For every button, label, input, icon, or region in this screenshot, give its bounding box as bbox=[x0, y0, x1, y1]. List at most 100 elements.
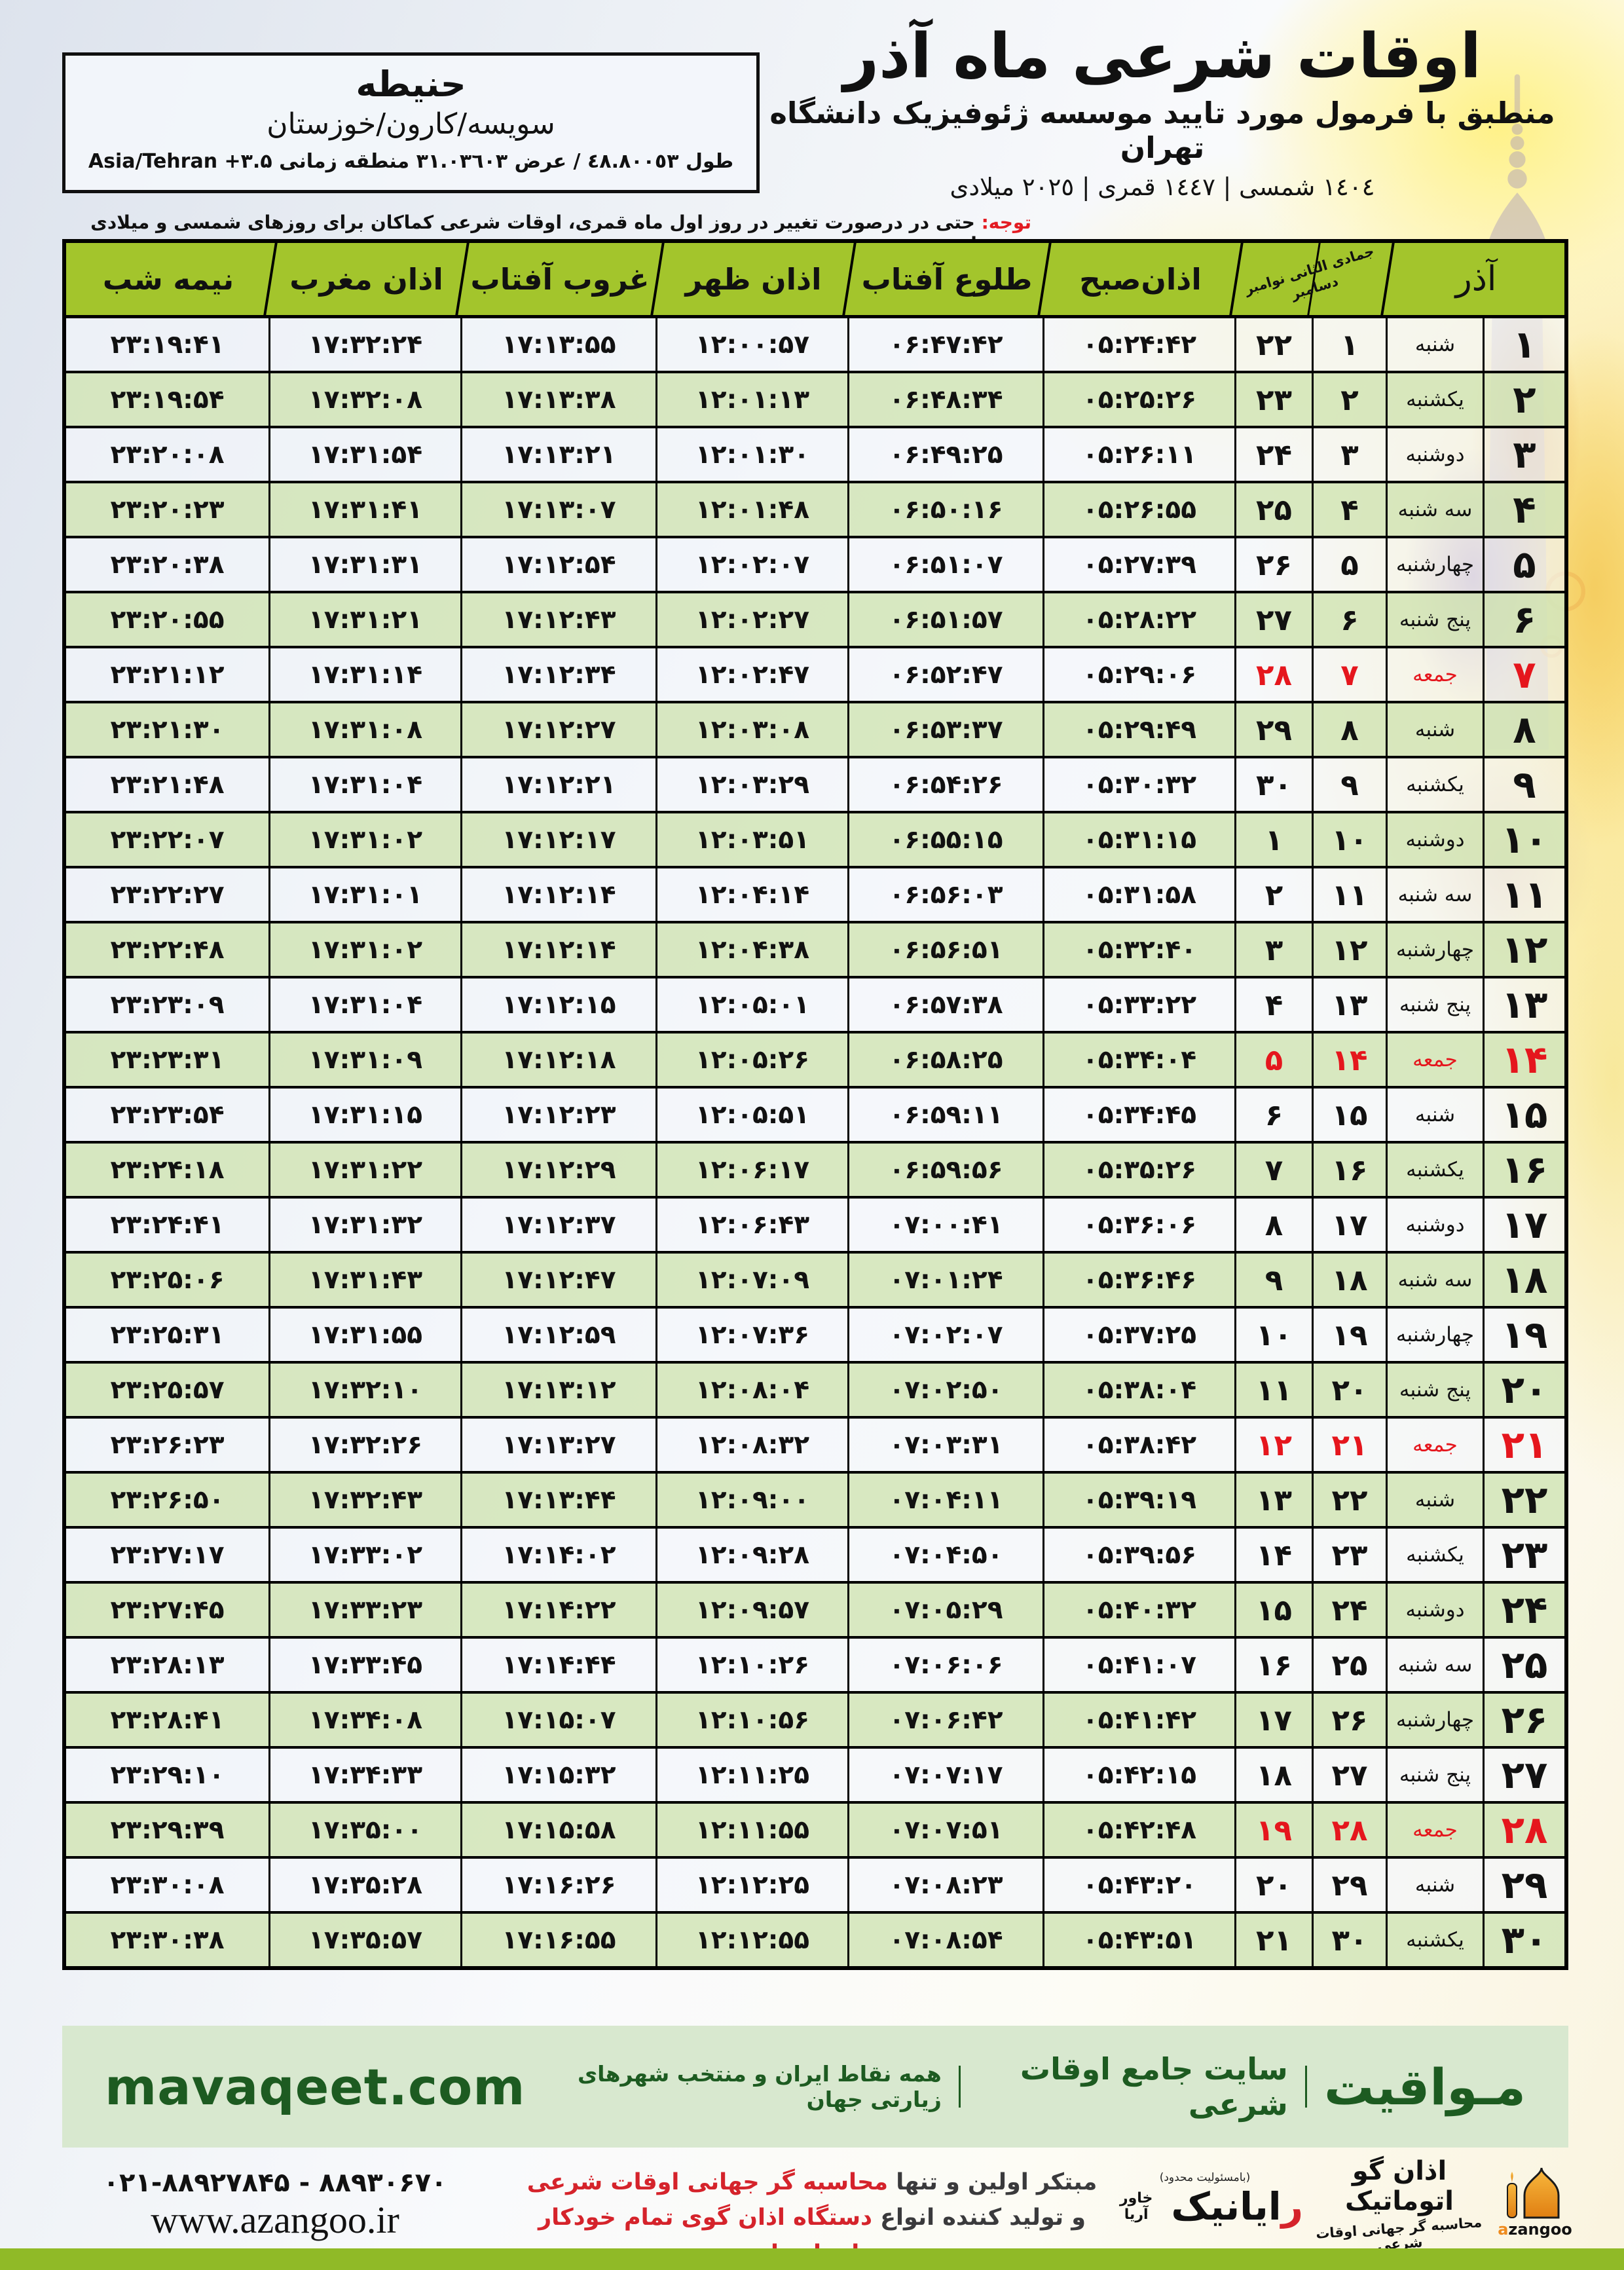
maghrib-time-cell: ۱۷:۳۵:۲۸ bbox=[270, 1859, 462, 1911]
azar-day-cell: ۱۹ bbox=[1501, 1312, 1548, 1357]
maghrib-time-cell: ۱۷:۳۱:۵۵ bbox=[270, 1309, 462, 1361]
maghrib-time-cell: ۱۷:۳۱:۰۹ bbox=[270, 1033, 462, 1086]
maghrib-time-cell: ۱۷:۳۱:۳۲ bbox=[270, 1199, 462, 1251]
table-row: ۲۸ جمعه ۲۸ ۱۹ ۰۵:۴۲:۴۸ ۰۷:۰۷:۵۱ ۱۲:۱۱:۵۵… bbox=[66, 1801, 1564, 1856]
sunrise-time-cell: ۰۶:۵۱:۰۷ bbox=[849, 538, 1044, 591]
sunset-time-cell: ۱۷:۱۶:۵۵ bbox=[462, 1914, 657, 1966]
midnight-time-cell: ۲۳:۲۶:۵۰ bbox=[66, 1474, 270, 1526]
sunrise-time-cell: ۰۶:۵۹:۵۶ bbox=[849, 1144, 1044, 1196]
weekday-cell: یکشنبه bbox=[1388, 1914, 1485, 1966]
dhuhr-time-cell: ۱۲:۰۱:۱۳ bbox=[657, 373, 849, 426]
azar-day-cell: ۲ bbox=[1513, 377, 1536, 422]
azangoo-wordmark: azangoo bbox=[1498, 2220, 1572, 2239]
hijri-day-cell: ۶ bbox=[1314, 593, 1388, 646]
dhuhr-time-cell: ۱۲:۰۷:۰۹ bbox=[657, 1254, 849, 1306]
divider bbox=[1304, 2066, 1308, 2108]
azar-day-cell: ۳ bbox=[1513, 432, 1536, 477]
table-row: ۲۳ یکشنبه ۲۳ ۱۴ ۰۵:۳۹:۵۶ ۰۷:۰۴:۵۰ ۱۲:۰۹:… bbox=[66, 1526, 1564, 1581]
column-header-fajr: اذان‌صبح bbox=[1044, 243, 1236, 315]
hijri-day-cell: ۸ bbox=[1314, 703, 1388, 756]
prayer-times-table: آذر جمادی الثانی نوامبر دسامبر اذان‌صبح … bbox=[62, 239, 1568, 1970]
weekday-cell: چهارشنبه bbox=[1388, 1309, 1485, 1361]
azar-day-cell: ۲۲ bbox=[1501, 1478, 1548, 1522]
mosque-dome-icon: azangoo bbox=[1498, 2165, 1572, 2242]
sunset-time-cell: ۱۷:۱۵:۳۲ bbox=[462, 1749, 657, 1801]
azar-day-cell: ۲۶ bbox=[1501, 1698, 1548, 1742]
azangoo-logo: azangoo اذان گو اتوماتیک محاسبه گر جهانی… bbox=[1303, 2156, 1572, 2253]
hijri-day-cell: ۱۸ bbox=[1314, 1254, 1388, 1306]
maghrib-time-cell: ۱۷:۳۱:۱۵ bbox=[270, 1088, 462, 1141]
gregorian-day-cell: ۱۱ bbox=[1236, 1364, 1314, 1416]
fajr-time-cell: ۰۵:۳۵:۲۶ bbox=[1044, 1144, 1236, 1196]
hijri-day-cell: ۱۴ bbox=[1314, 1033, 1388, 1086]
rayanik-logo: (بامسئولیت محدود) رایانیک خاور آریا bbox=[1107, 2171, 1303, 2229]
maghrib-time-cell: ۱۷:۳۱:۰۲ bbox=[270, 923, 462, 976]
fajr-time-cell: ۰۵:۳۲:۴۰ bbox=[1044, 923, 1236, 976]
midnight-time-cell: ۲۳:۲۷:۱۷ bbox=[66, 1529, 270, 1581]
sunset-time-cell: ۱۷:۱۳:۰۷ bbox=[462, 483, 657, 536]
sunset-time-cell: ۱۷:۱۴:۰۲ bbox=[462, 1529, 657, 1581]
table-row: ۲۹ شنبه ۲۹ ۲۰ ۰۵:۴۳:۲۰ ۰۷:۰۸:۲۳ ۱۲:۱۲:۲۵… bbox=[66, 1856, 1564, 1911]
fajr-time-cell: ۰۵:۲۵:۲۶ bbox=[1044, 373, 1236, 426]
column-header-maghrib: اذان مغرب bbox=[270, 243, 462, 315]
maghrib-time-cell: ۱۷:۳۱:۲۱ bbox=[270, 593, 462, 646]
table-row: ۹ یکشنبه ۹ ۳۰ ۰۵:۳۰:۳۲ ۰۶:۵۴:۲۶ ۱۲:۰۳:۲۹… bbox=[66, 756, 1564, 811]
azar-day-cell: ۱۰ bbox=[1501, 817, 1548, 862]
azar-day-cell: ۶ bbox=[1513, 597, 1536, 642]
midnight-time-cell: ۲۳:۲۰:۳۸ bbox=[66, 538, 270, 591]
hijri-day-cell: ۱۲ bbox=[1314, 923, 1388, 976]
weekday-cell: چهارشنبه bbox=[1388, 1694, 1485, 1746]
midnight-time-cell: ۲۳:۲۹:۳۹ bbox=[66, 1804, 270, 1856]
midnight-time-cell: ۲۳:۲۷:۴۵ bbox=[66, 1584, 270, 1636]
rayanik-name: رایانیک bbox=[1171, 2184, 1303, 2229]
table-row: ۱۳ پنج شنبه ۱۳ ۴ ۰۵:۳۳:۲۲ ۰۶:۵۷:۳۸ ۱۲:۰۵… bbox=[66, 976, 1564, 1031]
fajr-time-cell: ۰۵:۴۳:۲۰ bbox=[1044, 1859, 1236, 1911]
azar-day-cell: ۸ bbox=[1513, 707, 1536, 752]
gregorian-day-cell: ۲ bbox=[1236, 868, 1314, 921]
divider bbox=[958, 2066, 961, 2108]
azar-day-cell: ۱۸ bbox=[1501, 1257, 1548, 1302]
gregorian-day-cell: ۲۱ bbox=[1236, 1914, 1314, 1966]
sunset-time-cell: ۱۷:۱۲:۲۱ bbox=[462, 758, 657, 811]
fajr-time-cell: ۰۵:۴۱:۰۷ bbox=[1044, 1639, 1236, 1691]
weekday-cell: سه شنبه bbox=[1388, 1639, 1485, 1691]
gregorian-day-cell: ۱۴ bbox=[1236, 1529, 1314, 1581]
gregorian-day-cell: ۲۶ bbox=[1236, 538, 1314, 591]
gregorian-day-cell: ۱۸ bbox=[1236, 1749, 1314, 1801]
weekday-cell: پنج شنبه bbox=[1388, 593, 1485, 646]
hijri-day-cell: ۵ bbox=[1314, 538, 1388, 591]
sunrise-time-cell: ۰۷:۰۰:۴۱ bbox=[849, 1199, 1044, 1251]
sunset-time-cell: ۱۷:۱۲:۲۹ bbox=[462, 1144, 657, 1196]
midnight-time-cell: ۲۳:۲۲:۲۷ bbox=[66, 868, 270, 921]
table-header: آذر جمادی الثانی نوامبر دسامبر اذان‌صبح … bbox=[66, 243, 1564, 318]
fajr-time-cell: ۰۵:۴۱:۴۲ bbox=[1044, 1694, 1236, 1746]
azar-day-cell: ۱۳ bbox=[1501, 982, 1548, 1027]
fajr-time-cell: ۰۵:۳۷:۲۵ bbox=[1044, 1309, 1236, 1361]
azar-day-cell: ۱۴ bbox=[1501, 1037, 1548, 1082]
hijri-day-cell: ۱۹ bbox=[1314, 1309, 1388, 1361]
fajr-time-cell: ۰۵:۲۶:۵۵ bbox=[1044, 483, 1236, 536]
calendar-years: ١٤٠٤ شمسی | ١٤٤٧ قمری | ٢٠٢٥ میلادی bbox=[950, 172, 1375, 201]
sunrise-time-cell: ۰۷:۰۳:۳۱ bbox=[849, 1419, 1044, 1471]
weekday-cell: شنبه bbox=[1388, 1088, 1485, 1141]
azangoo-website: www.azangoo.ir bbox=[151, 2199, 399, 2241]
gregorian-day-cell: ۳۰ bbox=[1236, 758, 1314, 811]
hijri-day-cell: ۲۹ bbox=[1314, 1859, 1388, 1911]
sunset-time-cell: ۱۷:۱۲:۱۴ bbox=[462, 868, 657, 921]
dhuhr-time-cell: ۱۲:۱۲:۵۵ bbox=[657, 1914, 849, 1966]
hijri-day-cell: ۱۵ bbox=[1314, 1088, 1388, 1141]
sunset-time-cell: ۱۷:۱۲:۵۴ bbox=[462, 538, 657, 591]
location-box: حنیطه سویسه/کارون/خوزستان طول ٤٨.٨٠٠٥٣ /… bbox=[62, 52, 760, 193]
fajr-time-cell: ۰۵:۳۴:۰۴ bbox=[1044, 1033, 1236, 1086]
azar-day-cell: ۱۷ bbox=[1501, 1202, 1548, 1247]
fajr-time-cell: ۰۵:۳۸:۴۲ bbox=[1044, 1419, 1236, 1471]
fajr-time-cell: ۰۵:۲۴:۴۲ bbox=[1044, 318, 1236, 371]
sunset-time-cell: ۱۷:۱۲:۲۷ bbox=[462, 703, 657, 756]
sunset-time-cell: ۱۷:۱۵:۵۸ bbox=[462, 1804, 657, 1856]
fajr-time-cell: ۰۵:۲۶:۱۱ bbox=[1044, 428, 1236, 481]
sunset-time-cell: ۱۷:۱۲:۱۴ bbox=[462, 923, 657, 976]
hijri-day-cell: ۲۴ bbox=[1314, 1584, 1388, 1636]
hijri-day-cell: ۴ bbox=[1314, 483, 1388, 536]
weekday-cell: پنج شنبه bbox=[1388, 1749, 1485, 1801]
weekday-cell: جمعه bbox=[1388, 1033, 1485, 1086]
